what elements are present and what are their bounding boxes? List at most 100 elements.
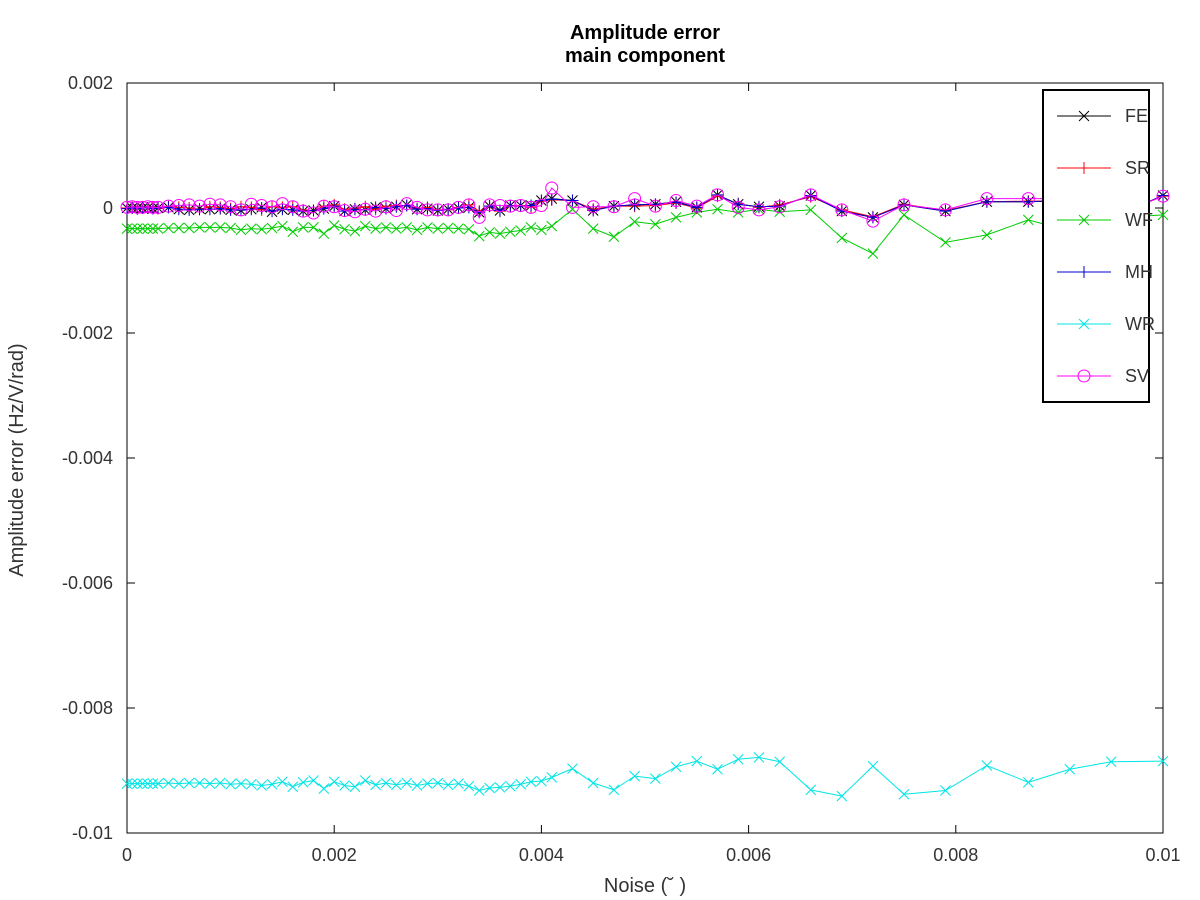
marker-stroke xyxy=(214,777,226,789)
marker-stroke xyxy=(349,225,361,237)
data-point-sv xyxy=(420,203,434,217)
marker-stroke xyxy=(328,776,340,788)
data-point-sv xyxy=(141,200,155,214)
marker-stroke xyxy=(147,223,159,234)
data-point-wf xyxy=(349,225,361,237)
marker-stroke xyxy=(432,777,444,789)
x-tick-label: 0.008 xyxy=(933,845,978,865)
marker-stroke xyxy=(732,207,744,218)
marker-stroke xyxy=(422,222,433,233)
data-point-wf xyxy=(629,216,640,228)
y-axis: 0.002 0 -0.002 -0.004 -0.006 -0.008 -0.01 xyxy=(62,73,1163,843)
data-point-sv xyxy=(172,199,186,212)
marker-stroke xyxy=(836,790,848,802)
y-tick-label: -0.008 xyxy=(62,698,113,718)
marker-stroke xyxy=(867,760,879,772)
data-point-wf xyxy=(494,228,506,239)
marker-stroke xyxy=(339,223,350,235)
data-point-wr xyxy=(504,780,516,792)
marker-stroke xyxy=(1105,756,1117,768)
data-point-mh xyxy=(804,189,817,202)
data-point-sv xyxy=(234,203,248,217)
data-point-wf xyxy=(225,222,236,234)
marker-stroke xyxy=(142,778,154,789)
data-point-wf xyxy=(173,222,185,234)
marker-stroke xyxy=(608,784,620,796)
data-point-sv xyxy=(1021,192,1035,206)
data-point-sv xyxy=(136,200,150,214)
marker-stroke xyxy=(245,223,257,234)
legend-label-wf: WF xyxy=(1125,210,1153,230)
data-point-sv xyxy=(265,200,279,214)
y-axis-label: Amplitude error (Hz/V/rad) xyxy=(6,343,28,576)
data-point-wf xyxy=(732,207,744,218)
data-point-mh xyxy=(939,205,952,218)
marker-stroke xyxy=(359,220,371,232)
data-point-wr xyxy=(1105,756,1117,768)
marker-stroke xyxy=(1022,777,1034,788)
marker-stroke xyxy=(152,223,164,234)
data-point-wr xyxy=(981,760,993,771)
marker-stroke xyxy=(214,222,226,233)
marker-stroke xyxy=(370,223,381,234)
data-point-sv xyxy=(773,200,787,214)
data-point-wf xyxy=(359,220,371,232)
data-point-wr xyxy=(245,778,257,790)
data-point-sv xyxy=(441,203,455,217)
legend-label-wr: WR xyxy=(1125,314,1155,334)
data-point-wf xyxy=(442,222,454,234)
data-point-sv xyxy=(193,199,207,213)
data-point-wf xyxy=(132,223,143,234)
series-fe xyxy=(121,189,1169,224)
x-tick-label: 0.004 xyxy=(519,845,564,865)
data-point-wf xyxy=(473,230,485,242)
marker-stroke xyxy=(235,778,247,789)
data-point-wf xyxy=(411,224,423,236)
data-point-sv xyxy=(648,199,662,213)
legend: FE SR WF MH WR SV xyxy=(1042,89,1155,403)
data-point-wr xyxy=(204,778,216,789)
data-point-wr xyxy=(494,782,506,793)
marker-stroke xyxy=(432,223,444,234)
marker-stroke xyxy=(318,228,330,239)
data-point-wf xyxy=(463,223,475,235)
data-point-wf xyxy=(318,228,330,239)
legend-box xyxy=(1042,89,1150,403)
marker-stroke xyxy=(183,777,195,789)
data-point-mh xyxy=(752,200,765,213)
marker-stroke xyxy=(940,237,951,248)
marker-stroke xyxy=(453,223,464,234)
data-point-sv xyxy=(938,203,952,217)
marker-stroke xyxy=(204,778,216,789)
data-point-wr xyxy=(629,770,640,782)
data-point-wf xyxy=(308,222,319,233)
marker-stroke xyxy=(463,223,475,235)
data-point-wf xyxy=(453,223,464,234)
data-point-wf xyxy=(650,218,661,230)
data-point-wr xyxy=(256,780,268,791)
data-point-sv xyxy=(503,199,517,213)
marker-stroke xyxy=(411,224,423,236)
data-point-sv xyxy=(410,200,424,214)
data-point-sv xyxy=(669,194,683,207)
marker-stroke xyxy=(536,224,547,236)
data-point-sv xyxy=(296,204,310,218)
marker-stroke xyxy=(152,778,164,789)
data-point-sv xyxy=(317,199,331,213)
marker-stroke xyxy=(359,775,371,786)
data-point-wr xyxy=(753,752,765,763)
legend-item-fe: FE xyxy=(1057,106,1148,126)
data-point-sv xyxy=(607,200,621,214)
data-point-wr xyxy=(194,777,205,789)
data-point-sv xyxy=(690,199,704,213)
series-line-sv xyxy=(126,187,1164,222)
marker-stroke xyxy=(297,222,309,233)
data-point-sv xyxy=(130,200,144,214)
data-point-sv xyxy=(835,203,849,217)
marker-stroke xyxy=(453,778,464,789)
marker-stroke xyxy=(981,760,993,771)
y-tick-label: -0.002 xyxy=(62,323,113,343)
data-point-sv xyxy=(255,199,269,212)
data-point-wf xyxy=(515,225,527,236)
